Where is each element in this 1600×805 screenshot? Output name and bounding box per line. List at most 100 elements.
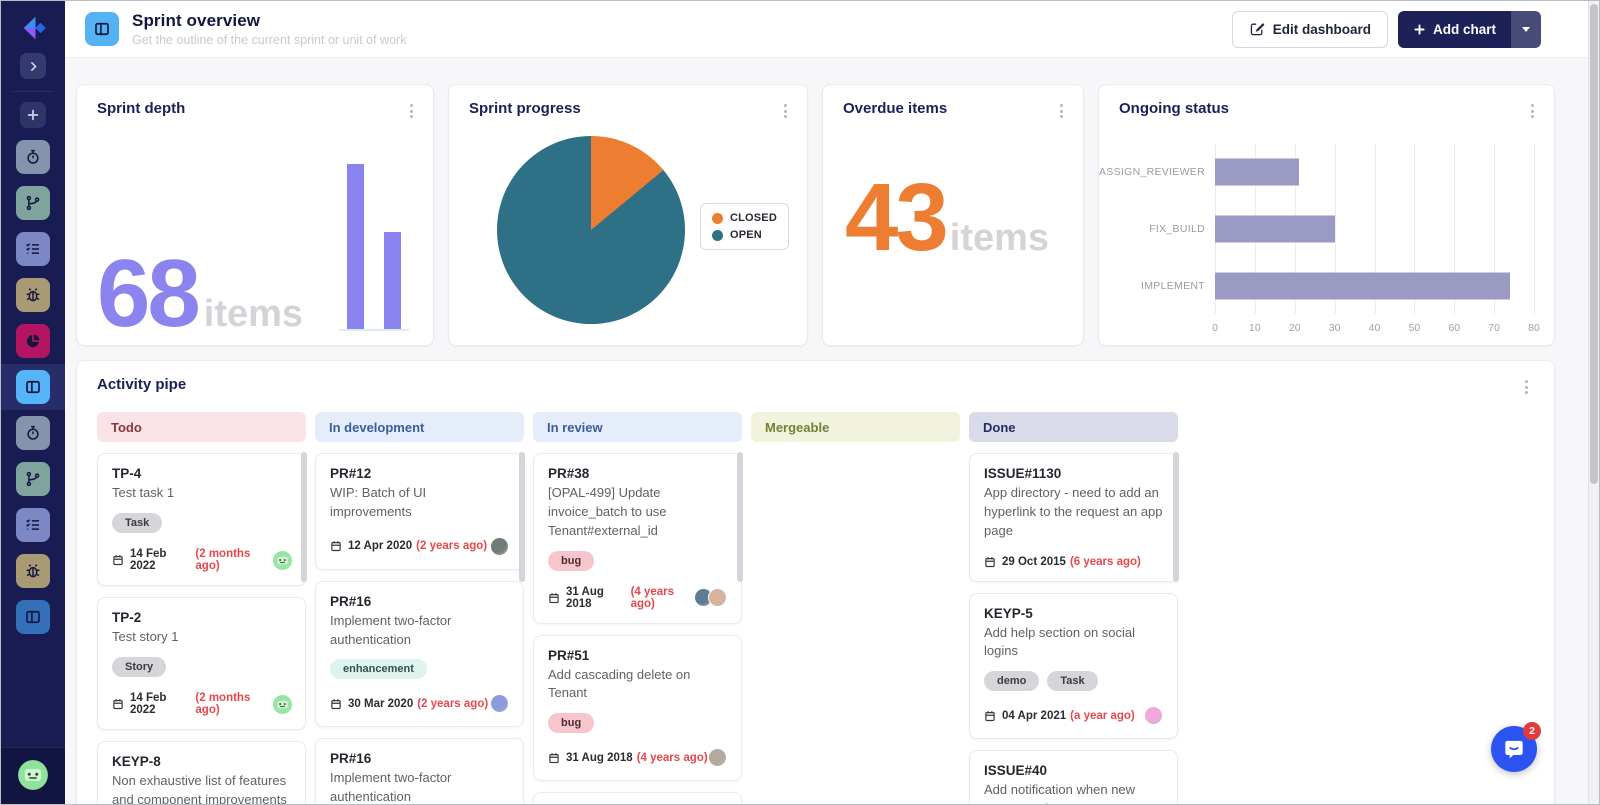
kanban-card[interactable]: PR#16 Implement two-factor authentication… (315, 738, 524, 804)
card-title: Test story 1 (112, 628, 179, 644)
sidebar (1, 1, 65, 804)
card-date-ago: (2 years ago) (416, 540, 488, 553)
edit-dashboard-button[interactable]: Edit dashboard (1231, 10, 1388, 48)
sidebar-item-bug[interactable] (1, 272, 65, 318)
legend-label: OPEN (729, 229, 762, 241)
card-tag: bug (548, 550, 595, 571)
kebab-menu-icon[interactable] (1054, 100, 1069, 122)
sidebar-item-checklist[interactable] (1, 226, 65, 272)
edit-pencil-icon (1249, 21, 1265, 37)
kanban-card[interactable]: PR#12 WIP: Batch of UI improvements 12 Apr… (315, 453, 524, 570)
kanban-card[interactable]: PR#16 Implement two-factor authentication… (315, 580, 524, 728)
app-logo[interactable] (16, 11, 50, 45)
grid-line (1494, 144, 1496, 314)
column-scrollbar[interactable] (519, 452, 525, 582)
sidebar-expand-button[interactable] (20, 53, 46, 79)
chevron-right-icon (27, 60, 40, 73)
calendar-icon (984, 556, 996, 568)
chat-bubble-icon (1501, 736, 1527, 762)
card-footer: 14 Feb 2022 (2 months ago) (112, 548, 292, 572)
sidebar-item-git-branch[interactable] (1, 180, 65, 226)
kanban-card[interactable]: PR#51 Add cascading delete on Tenant bug 31… (533, 634, 742, 782)
mini-bar-chart (339, 164, 409, 331)
kebab-menu-icon[interactable] (1519, 376, 1534, 398)
kebab-menu-icon[interactable] (404, 100, 419, 122)
calendar-icon (548, 592, 560, 604)
plus-icon (1413, 23, 1426, 36)
window-scrollbar[interactable] (1588, 1, 1599, 804)
kanban-card[interactable]: TP-4 Test task 1 Task 14 Feb 2022 (2 months … (97, 453, 306, 586)
card-tags: demo Task (984, 671, 1163, 692)
kanban-card[interactable]: KEYP-5 Add help section on social logins d… (969, 592, 1178, 740)
kanban-column-header: Todo (97, 412, 306, 442)
card-avatars (1144, 706, 1163, 726)
kanban-column: Mergeable (751, 412, 960, 804)
sidebar-item-dashboard-2[interactable] (1, 594, 65, 640)
kanban-column-cards: PR#38 [OPAL-499] Update invoice_batch to … (533, 453, 742, 804)
card-date: 29 Oct 2015 (1002, 555, 1066, 568)
sidebar-item-git-branch-2[interactable] (1, 456, 65, 502)
kanban-card[interactable]: KEYP-8 Non exhaustive list of features an… (97, 740, 306, 804)
card-date-ago: (a year ago) (1070, 709, 1135, 722)
user-avatar[interactable] (18, 760, 48, 790)
sidebar-footer (1, 747, 65, 804)
kanban-column: In development PR#12 WIP: Batch of UI impr… (315, 412, 525, 804)
kanban-column-cards: PR#12 WIP: Batch of UI improvements 12 Apr… (315, 453, 524, 804)
card-avatars (490, 694, 509, 714)
card-date-ago: (4 years ago) (636, 751, 708, 764)
kanban-card[interactable]: PR#60[MARLIN-615] Add ability to specify… (533, 792, 742, 804)
column-scrollbar[interactable] (301, 452, 307, 582)
widget-activity-pipe: Activity pipe Todo TP-4 Test task 1 Task 14 … (76, 360, 1555, 804)
pie-chart (497, 136, 685, 324)
dashboard-header-icon (85, 12, 119, 46)
status-bar (1215, 158, 1299, 186)
grid-line (1534, 144, 1535, 314)
git-icon (16, 186, 50, 220)
kanban-card[interactable]: ISSUE#40 Add notification when new team m… (969, 750, 1178, 804)
sidebar-item-dashboard[interactable] (1, 364, 65, 410)
header-text: Sprint overview Get the outline of the c… (132, 11, 406, 47)
avatar (1144, 706, 1163, 726)
sidebar-item-timer-2[interactable] (1, 410, 65, 456)
sidebar-item-pie-chart[interactable] (1, 318, 65, 364)
scrollbar-thumb[interactable] (1590, 4, 1598, 484)
add-chart-label: Add chart (1432, 21, 1496, 37)
kebab-menu-icon[interactable] (778, 100, 793, 122)
card-avatars (694, 588, 727, 608)
card-date: 30 Mar 2020 (348, 697, 414, 710)
card-title: Implement two-factor authentication (330, 612, 452, 647)
column-scrollbar[interactable] (737, 452, 743, 582)
status-bar (1215, 215, 1335, 243)
card-tags: Task (112, 512, 291, 533)
plus-icon (26, 108, 40, 122)
sidebar-add-button[interactable] (20, 102, 46, 128)
kanban-column: In review PR#38 [OPAL-499] Update invoice_… (533, 412, 743, 804)
card-footer: 30 Mar 2020 (2 years ago) (330, 694, 509, 714)
chat-launcher-button[interactable]: 2 (1491, 722, 1541, 772)
metric-sprint-depth: 68 items (97, 245, 303, 341)
logo-icon (23, 16, 46, 40)
sidebar-item-bug-2[interactable] (1, 548, 65, 594)
avatar (708, 588, 727, 608)
sidebar-item-checklist-2[interactable] (1, 502, 65, 548)
checklist-icon (16, 508, 50, 542)
kebab-menu-icon[interactable] (1525, 100, 1540, 122)
add-chart-dropdown-button[interactable] (1511, 10, 1541, 48)
card-tags: bug (548, 713, 727, 734)
kanban-column-header: Mergeable (751, 412, 960, 442)
card-id: PR#12 (330, 466, 372, 481)
kanban-card[interactable]: TP-2 Test story 1 Story 14 Feb 2022 (2 month… (97, 596, 306, 730)
card-id: KEYP-5 (984, 605, 1033, 621)
column-scrollbar[interactable] (1173, 452, 1179, 582)
kanban-column: Done ISSUE#1130 App directory - need to ad… (969, 412, 1179, 804)
card-id: PR#38 (548, 466, 590, 481)
metric-value: 68 (97, 239, 201, 347)
sidebar-item-timer[interactable] (1, 134, 65, 180)
kanban-card[interactable]: PR#38 [OPAL-499] Update invoice_batch to … (533, 453, 742, 624)
kanban-column: Todo TP-4 Test task 1 Task 14 Feb 2022 (2 mon… (97, 412, 307, 804)
depth-bar (384, 232, 401, 329)
kanban-card[interactable]: ISSUE#1130 App directory - need to add an… (969, 453, 1178, 582)
card-date: 14 Feb 2022 (130, 691, 167, 716)
add-chart-button[interactable]: Add chart (1397, 10, 1511, 48)
chevron-down-icon (1522, 26, 1530, 32)
